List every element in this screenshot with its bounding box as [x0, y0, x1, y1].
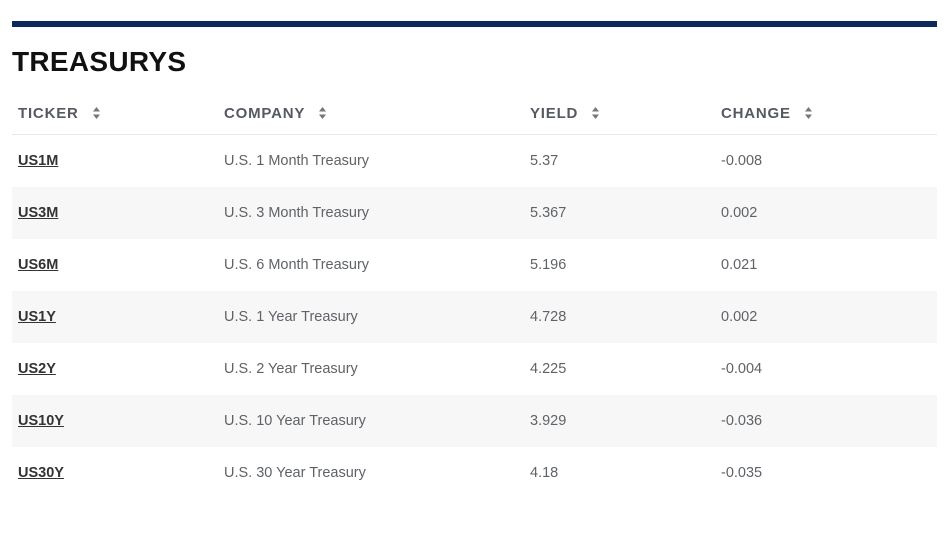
table-row: US6M U.S. 6 Month Treasury 5.196 0.021 — [12, 239, 937, 291]
yield-cell: 5.37 — [530, 153, 559, 169]
company-cell: U.S. 30 Year Treasury — [224, 465, 366, 481]
sort-arrows-icon — [592, 106, 600, 119]
table-row: US3M U.S. 3 Month Treasury 5.367 0.002 — [12, 187, 937, 239]
ticker-link[interactable]: US10Y — [18, 413, 64, 429]
company-cell: U.S. 10 Year Treasury — [218, 395, 524, 447]
column-header-company[interactable]: COMPANY — [218, 92, 524, 135]
ticker-link[interactable]: US1Y — [18, 309, 56, 325]
table-header: TICKER COMPANY YIELD — [12, 92, 937, 135]
ticker-cell: US2Y — [12, 343, 218, 395]
sort-arrows-icon — [318, 106, 326, 119]
table-row: US10Y U.S. 10 Year Treasury 3.929 -0.036 — [12, 395, 937, 447]
ticker-link[interactable]: US6M — [18, 257, 59, 273]
ticker-link[interactable]: US1M — [18, 153, 59, 169]
company-cell: U.S. 1 Month Treasury — [224, 153, 370, 169]
change-cell: 0.002 — [715, 187, 937, 239]
table-row: US30Y U.S. 30 Year Treasury 4.18 -0.035 — [12, 447, 937, 499]
yield-cell: 4.225 — [530, 361, 567, 377]
yield-cell: 4.728 — [524, 291, 715, 343]
change-cell: -0.036 — [715, 395, 937, 447]
column-header-yield[interactable]: YIELD — [524, 92, 715, 135]
ticker-cell: US1Y — [12, 291, 218, 343]
table-row: US1Y U.S. 1 Year Treasury 4.728 0.002 — [12, 291, 937, 343]
change-cell: -0.004 — [721, 361, 763, 377]
ticker-cell: US30Y — [12, 447, 218, 499]
change-cell: 0.021 — [721, 257, 758, 273]
ticker-cell: US6M — [12, 239, 218, 291]
yield-cell: 5.367 — [524, 187, 715, 239]
column-header-label: TICKER — [18, 104, 79, 122]
section-top-bar — [12, 21, 937, 27]
header-row: TICKER COMPANY YIELD — [12, 92, 937, 135]
table-body: US1M U.S. 1 Month Treasury 5.37 -0.008 U… — [12, 135, 937, 500]
change-cell: -0.008 — [721, 153, 763, 169]
company-cell: U.S. 1 Year Treasury — [218, 291, 524, 343]
column-header-ticker[interactable]: TICKER — [12, 92, 218, 135]
yield-cell: 4.18 — [530, 465, 559, 481]
company-cell: U.S. 3 Month Treasury — [218, 187, 524, 239]
table-row: US1M U.S. 1 Month Treasury 5.37 -0.008 — [12, 135, 937, 188]
change-cell: 0.002 — [715, 291, 937, 343]
sort-arrows-icon — [92, 106, 100, 119]
change-cell: -0.035 — [721, 465, 763, 481]
ticker-link[interactable]: US30Y — [18, 465, 64, 481]
sort-arrows-icon — [804, 106, 812, 119]
ticker-link[interactable]: US2Y — [18, 361, 56, 377]
yield-cell: 5.196 — [530, 257, 567, 273]
yield-cell: 3.929 — [524, 395, 715, 447]
treasurys-table: TICKER COMPANY YIELD — [12, 92, 937, 499]
ticker-cell: US3M — [12, 187, 218, 239]
table-row: US2Y U.S. 2 Year Treasury 4.225 -0.004 — [12, 343, 937, 395]
section-title: TREASURYS — [12, 46, 187, 77]
column-header-label: COMPANY — [224, 104, 305, 122]
treasurys-section: TREASURYS TICKER COMPANY — [12, 21, 937, 499]
column-header-change[interactable]: CHANGE — [715, 92, 937, 135]
column-header-label: CHANGE — [721, 104, 791, 122]
ticker-cell: US1M — [12, 135, 218, 188]
company-cell: U.S. 2 Year Treasury — [224, 361, 358, 377]
ticker-cell: US10Y — [12, 395, 218, 447]
ticker-link[interactable]: US3M — [18, 205, 59, 221]
company-cell: U.S. 6 Month Treasury — [224, 257, 370, 273]
column-header-label: YIELD — [530, 104, 579, 122]
